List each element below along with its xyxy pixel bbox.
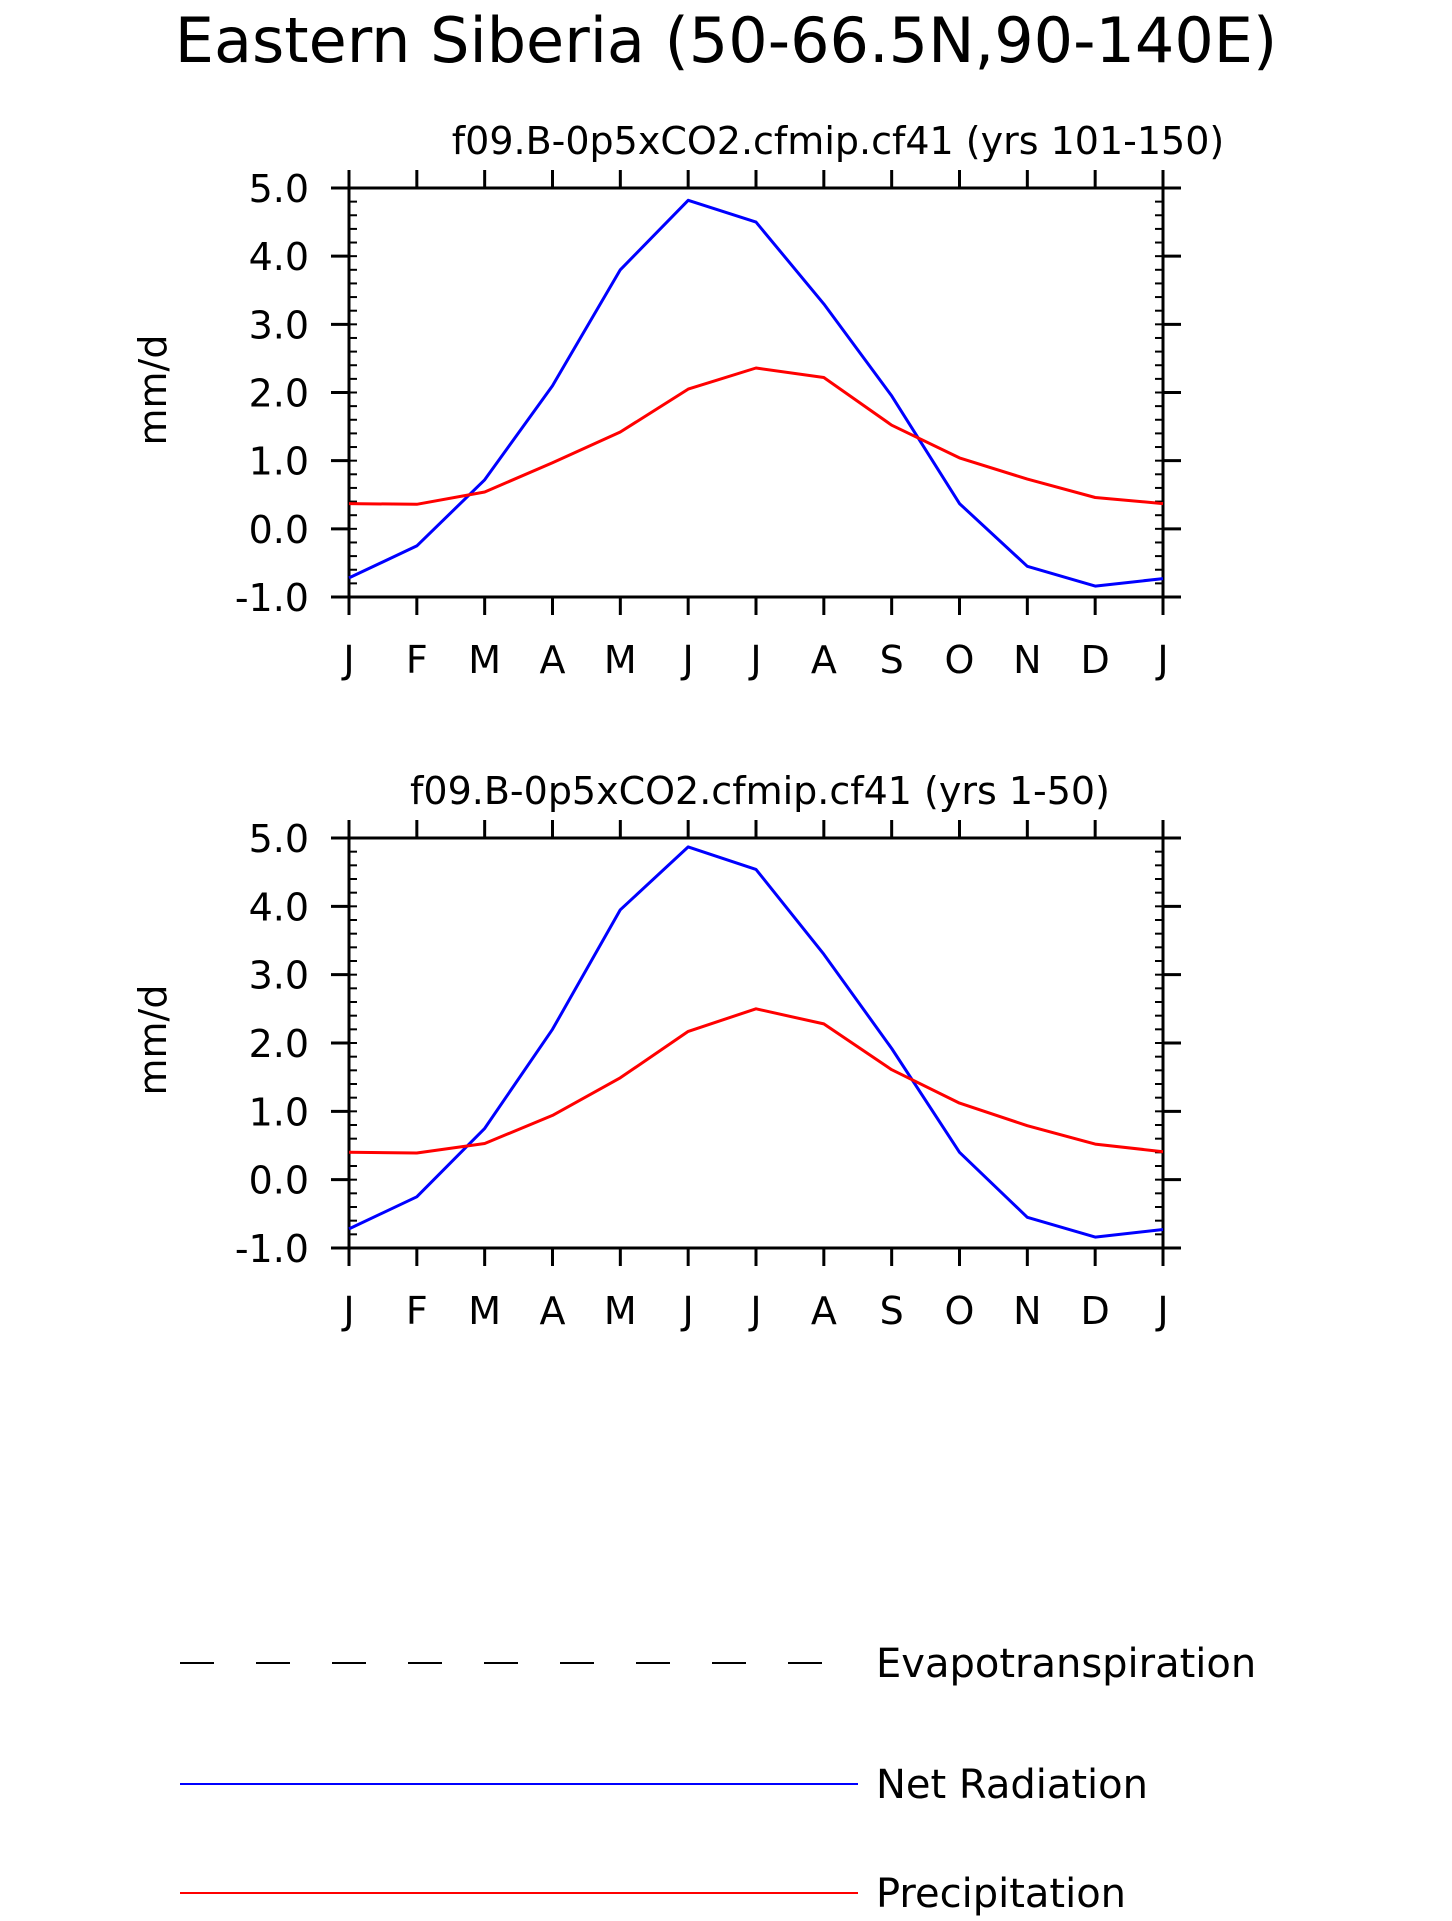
x-tick-label: J — [748, 1289, 761, 1333]
y-tick-label: -1.0 — [235, 576, 309, 620]
y-tick-label: 4.0 — [249, 235, 309, 279]
chart-panel-top: f09.B-0p5xCO2.cfmip.cf41 (yrs 101-150) m… — [131, 119, 1224, 682]
x-tick-label: M — [604, 1289, 637, 1333]
plot-frame — [347, 836, 1165, 1250]
x-tick-label: J — [341, 638, 354, 682]
series-line-precipitation — [348, 366, 1164, 506]
y-tick-label: 5.0 — [249, 167, 309, 211]
y-tick-label: -1.0 — [235, 1227, 309, 1271]
x-tick-label: N — [1013, 638, 1041, 682]
x-tick-label: A — [540, 638, 566, 682]
y-tick-label: 2.0 — [249, 1022, 309, 1066]
legend-label-evapotranspiration: Evapotranspiration — [876, 1641, 1256, 1687]
legend-label-precipitation: Precipitation — [876, 1871, 1126, 1917]
series-line-precipitation — [348, 1007, 1164, 1155]
chart-title-bottom: f09.B-0p5xCO2.cfmip.cf41 (yrs 1-50) — [410, 769, 1110, 813]
legend: Evapotranspiration Net Radiation Precipi… — [180, 1641, 1256, 1917]
figure-title: Eastern Siberia (50-66.5N,90-140E) — [175, 4, 1277, 77]
y-tick-label: 4.0 — [249, 885, 309, 929]
y-tick-label: 0.0 — [249, 508, 309, 552]
x-tick-label: M — [468, 1289, 501, 1333]
x-tick-label: J — [681, 638, 694, 682]
chart-title-top: f09.B-0p5xCO2.cfmip.cf41 (yrs 101-150) — [452, 119, 1224, 163]
y-tick-label: 3.0 — [249, 303, 309, 347]
series-line-net-radiation — [348, 198, 1164, 588]
y-tick-label: 0.0 — [249, 1159, 309, 1203]
x-tick-label: J — [1155, 1289, 1168, 1333]
y-tick-label: 2.0 — [249, 372, 309, 416]
y-axis-label-bottom: mm/d — [131, 985, 175, 1096]
series-line-net-radiation — [348, 845, 1164, 1239]
x-tick-label: A — [811, 638, 837, 682]
x-tick-label: J — [1155, 638, 1168, 682]
x-tick-label: M — [468, 638, 501, 682]
x-tick-label: D — [1081, 1289, 1110, 1333]
legend-label-net-radiation: Net Radiation — [876, 1762, 1148, 1808]
x-tick-label: S — [880, 638, 904, 682]
chart-panel-bottom: f09.B-0p5xCO2.cfmip.cf41 (yrs 1-50) mm/d… — [131, 769, 1181, 1333]
y-tick-label: 3.0 — [249, 954, 309, 998]
x-tick-label: J — [748, 638, 761, 682]
y-axis-label-top: mm/d — [131, 335, 175, 446]
x-tick-label: A — [540, 1289, 566, 1333]
y-tick-label: 5.0 — [249, 817, 309, 861]
plot-frame — [347, 186, 1165, 599]
x-tick-label: S — [880, 1289, 904, 1333]
x-tick-label: D — [1081, 638, 1110, 682]
y-tick-label: 1.0 — [249, 440, 309, 484]
x-tick-label: N — [1013, 1289, 1041, 1333]
x-tick-label: A — [811, 1289, 837, 1333]
x-tick-label: M — [604, 638, 637, 682]
x-tick-label: J — [681, 1289, 694, 1333]
x-tick-label: F — [406, 638, 428, 682]
x-tick-label: J — [341, 1289, 354, 1333]
x-tick-label: O — [945, 638, 975, 682]
y-tick-label: 1.0 — [249, 1090, 309, 1134]
x-tick-label: F — [406, 1289, 428, 1333]
x-tick-label: O — [945, 1289, 975, 1333]
